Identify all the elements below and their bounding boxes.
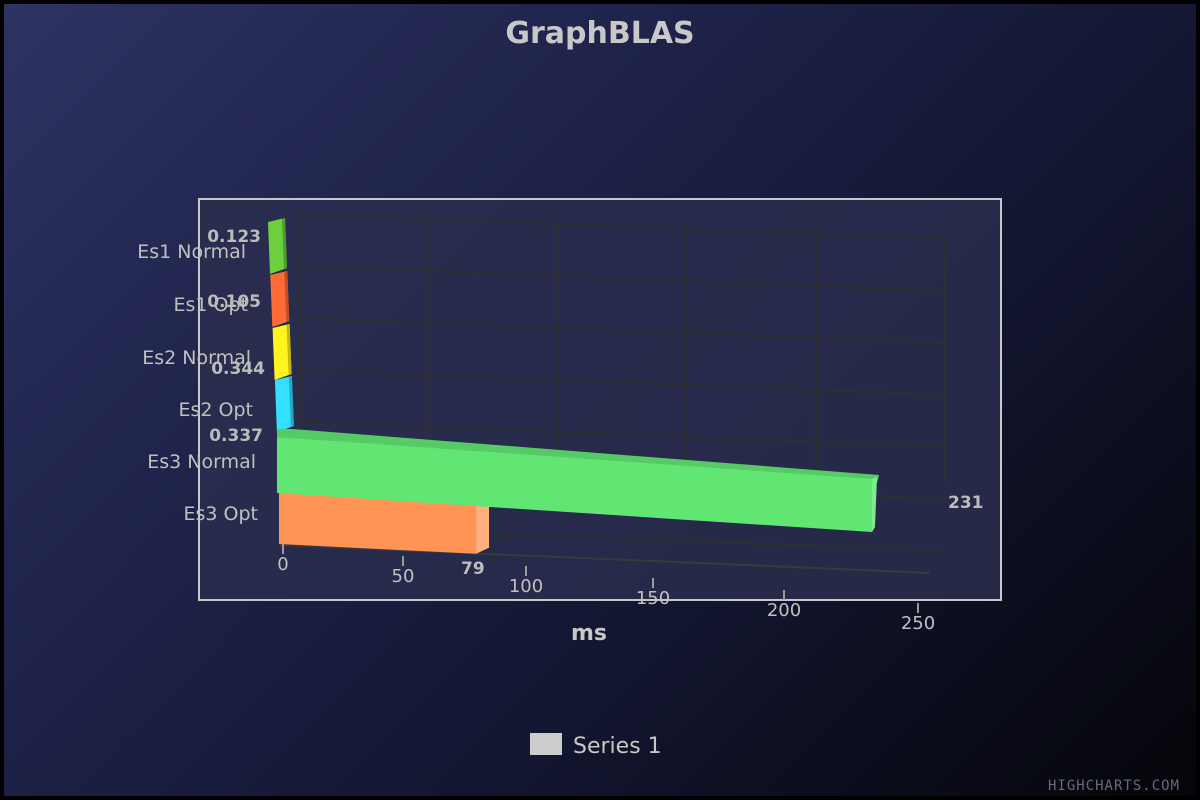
grid-line-horizontal — [299, 213, 946, 240]
legend[interactable]: Series 1 — [530, 733, 662, 759]
grid-line-horizontal — [299, 265, 946, 292]
bar — [277, 437, 872, 532]
data-label: 0.344 — [211, 359, 265, 379]
credits-link[interactable]: HIGHCHARTS.COM — [1048, 778, 1180, 794]
bar — [272, 324, 292, 380]
grid-line-horizontal — [299, 369, 946, 396]
bar — [268, 218, 287, 274]
category-label: Es1 Normal — [137, 241, 246, 263]
x-tick-label: 150 — [636, 588, 670, 609]
data-label: 0.105 — [207, 292, 261, 312]
chart-title: GraphBLAS — [505, 16, 694, 51]
bar-side — [282, 218, 287, 269]
grid-line-horizontal — [299, 317, 946, 344]
x-axis-title: ms — [571, 621, 607, 646]
category-label: Es2 Normal — [142, 347, 251, 369]
bar — [279, 492, 477, 554]
legend-item-label[interactable]: Series 1 — [573, 734, 662, 759]
bar-side — [284, 271, 290, 322]
bar-side — [476, 502, 490, 554]
data-label: 0.123 — [207, 227, 261, 247]
bar-side — [872, 477, 877, 532]
x-tick-label: 0 — [277, 554, 288, 575]
data-label: 0.337 — [209, 426, 263, 446]
bar — [274, 376, 294, 432]
data-label: 79 — [461, 559, 485, 579]
x-tick-label: 100 — [509, 576, 543, 597]
x-axis-line — [279, 544, 931, 574]
category-label: Es3 Opt — [184, 503, 259, 525]
x-tick-label: 50 — [392, 566, 415, 587]
bars-layer — [268, 218, 879, 554]
x-tick-label: 250 — [901, 613, 935, 634]
category-label: Es2 Opt — [179, 399, 254, 421]
x-tick-label: 200 — [767, 600, 801, 621]
labels-layer: Es1 Normal Es1 Opt Es2 Normal Es2 Opt Es3 No… — [137, 227, 983, 634]
bar — [270, 271, 290, 327]
legend-swatch[interactable] — [530, 733, 562, 755]
data-label: 231 — [948, 493, 984, 513]
chart-svg: Es1 Normal Es1 Opt Es2 Normal Es2 Opt Es3 No… — [137, 16, 1180, 794]
category-label: Es1 Opt — [174, 294, 249, 316]
grid-line-horizontal — [299, 421, 946, 448]
bar-side — [288, 376, 294, 427]
bar-side — [286, 324, 292, 375]
category-label: Es3 Normal — [147, 451, 256, 473]
